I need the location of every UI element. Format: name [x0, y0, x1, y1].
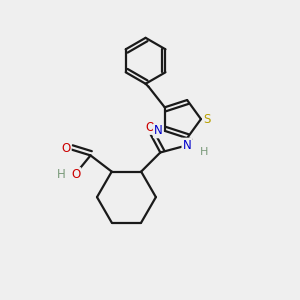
- Text: H: H: [57, 168, 65, 181]
- Text: O: O: [61, 142, 71, 154]
- Text: S: S: [204, 112, 211, 126]
- Text: H: H: [200, 147, 208, 157]
- Text: O: O: [146, 121, 154, 134]
- Text: N: N: [154, 124, 163, 137]
- Text: O: O: [71, 168, 80, 181]
- Text: N: N: [182, 139, 191, 152]
